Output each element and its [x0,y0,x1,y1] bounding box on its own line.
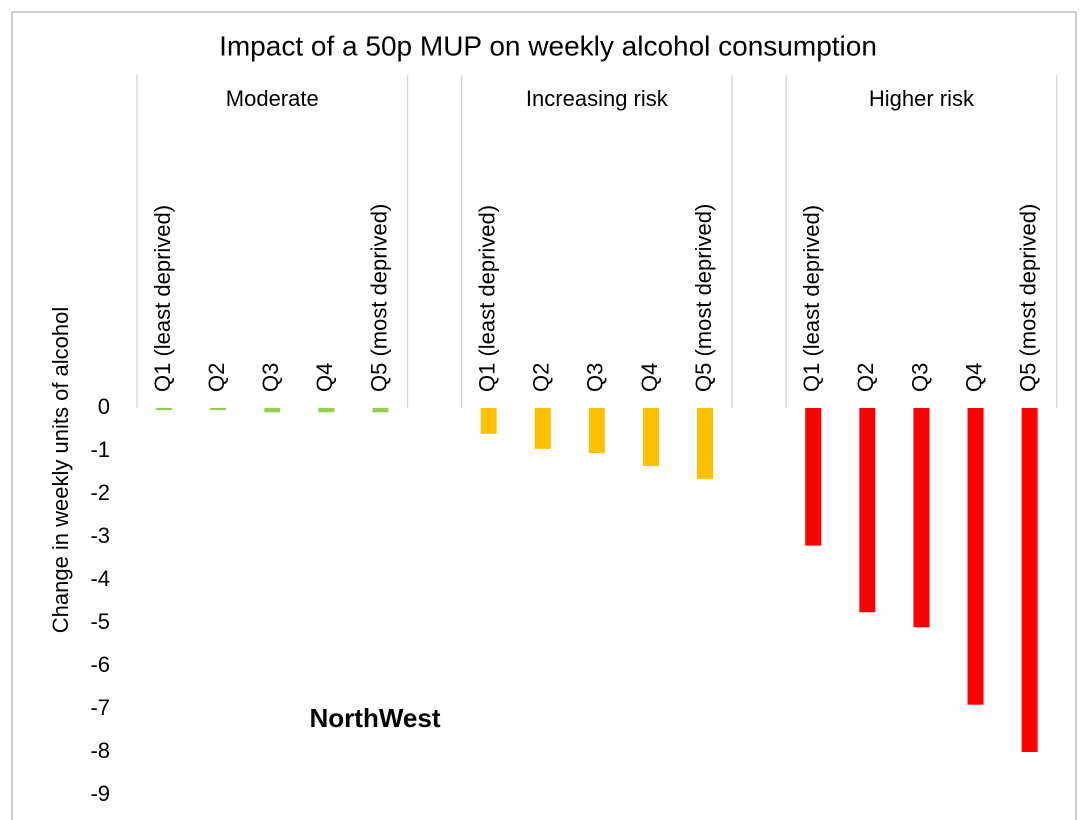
y-tick-label: -3 [90,523,110,548]
bar [264,408,281,413]
bar [588,408,605,454]
bar [1021,408,1038,752]
y-tick-label: -2 [90,480,110,505]
x-tick-label: Q3 [258,363,283,392]
y-tick-label: -9 [90,781,110,806]
y-axis-label: Change in weekly units of alcohol [48,307,73,634]
x-tick-label: Q4 [961,363,986,392]
x-tick-label: Q4 [637,363,662,392]
y-tick-label: -5 [90,609,110,634]
y-tick-label: -1 [90,437,110,462]
y-tick-label: -6 [90,652,110,677]
bar [156,408,173,411]
y-tick-label: -4 [90,566,110,591]
x-tick-label: Q3 [583,363,608,392]
chart-title: Impact of a 50p MUP on weekly alcohol co… [219,30,877,61]
bar [697,408,714,479]
x-tick-label: Q5 (most deprived) [691,204,716,392]
y-tick-label: -8 [90,738,110,763]
x-tick-label: Q1 (least deprived) [799,205,824,392]
bar [642,408,659,467]
x-tick-label: Q2 [204,363,229,392]
bar [967,408,984,705]
bar [372,408,389,413]
x-tick-label: Q2 [529,363,554,392]
bar [859,408,876,613]
annotation: NorthWest [310,703,441,733]
group-label: Moderate [226,86,319,111]
x-tick-label: Q1 (least deprived) [474,205,499,392]
bar [480,408,497,434]
bar [913,408,930,628]
y-tick-label: -7 [90,695,110,720]
bar [318,408,335,413]
x-tick-label: Q5 (most deprived) [1015,204,1040,392]
x-tick-label: Q3 [907,363,932,392]
x-tick-label: Q4 [312,363,337,392]
y-tick-label: 0 [98,394,110,419]
x-tick-label: Q1 (least deprived) [150,205,175,392]
group-label: Increasing risk [526,86,669,111]
bar [805,408,822,546]
bar [534,408,551,449]
x-tick-label: Q5 (most deprived) [366,204,391,392]
group-label: Higher risk [869,86,975,111]
bar [210,408,227,411]
x-tick-label: Q2 [853,363,878,392]
